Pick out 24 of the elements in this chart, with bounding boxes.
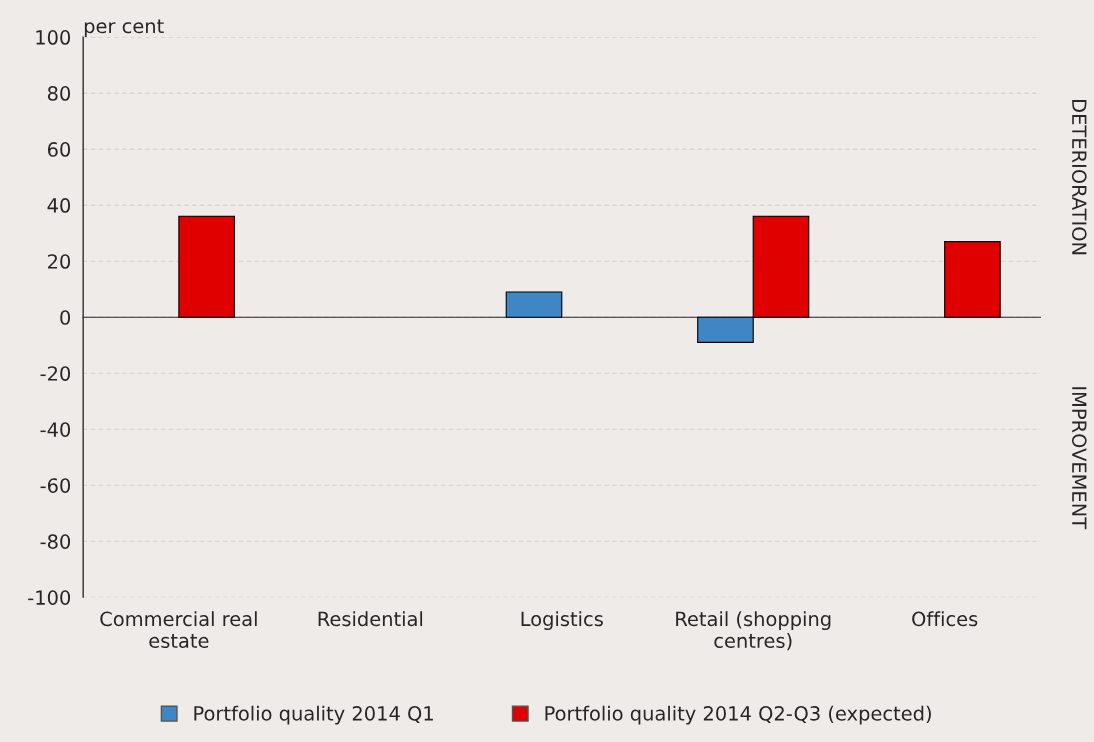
bar [505, 291, 563, 318]
y-tick-label: 60 [47, 142, 71, 157]
y-tick-label: 100 [36, 30, 71, 45]
legend-label: Portfolio quality 2014 Q2-Q3 (expected) [545, 705, 931, 725]
y-tick-label: -20 [40, 366, 71, 381]
y-tick-label: 20 [48, 254, 71, 269]
y-tick-label: 0 [60, 310, 71, 325]
y-tick-label: 80 [47, 86, 71, 101]
x-tick-label: Retail (shopping centres) [676, 611, 831, 651]
y-tick-label: -40 [40, 422, 71, 437]
bar [178, 215, 235, 318]
bar [944, 241, 1001, 318]
y-tick-label: -60 [40, 478, 71, 493]
y-tick-label: 40 [47, 198, 71, 213]
x-tick-label: Offices [912, 611, 978, 627]
x-tick-label: Commercial real estate [100, 611, 257, 649]
legend-label: Portfolio quality 2014 Q1 [194, 705, 433, 725]
x-tick-label: Logistics [521, 611, 603, 631]
y-tick-label: -100 [28, 590, 71, 605]
text: DETERIORATION [1071, 100, 1087, 255]
y-axis-title: per cent [84, 19, 164, 38]
text: IMPROVEMENT [1071, 387, 1087, 530]
x-tick-label: Residential [318, 611, 423, 627]
y-tick-label: -80 [40, 534, 71, 549]
